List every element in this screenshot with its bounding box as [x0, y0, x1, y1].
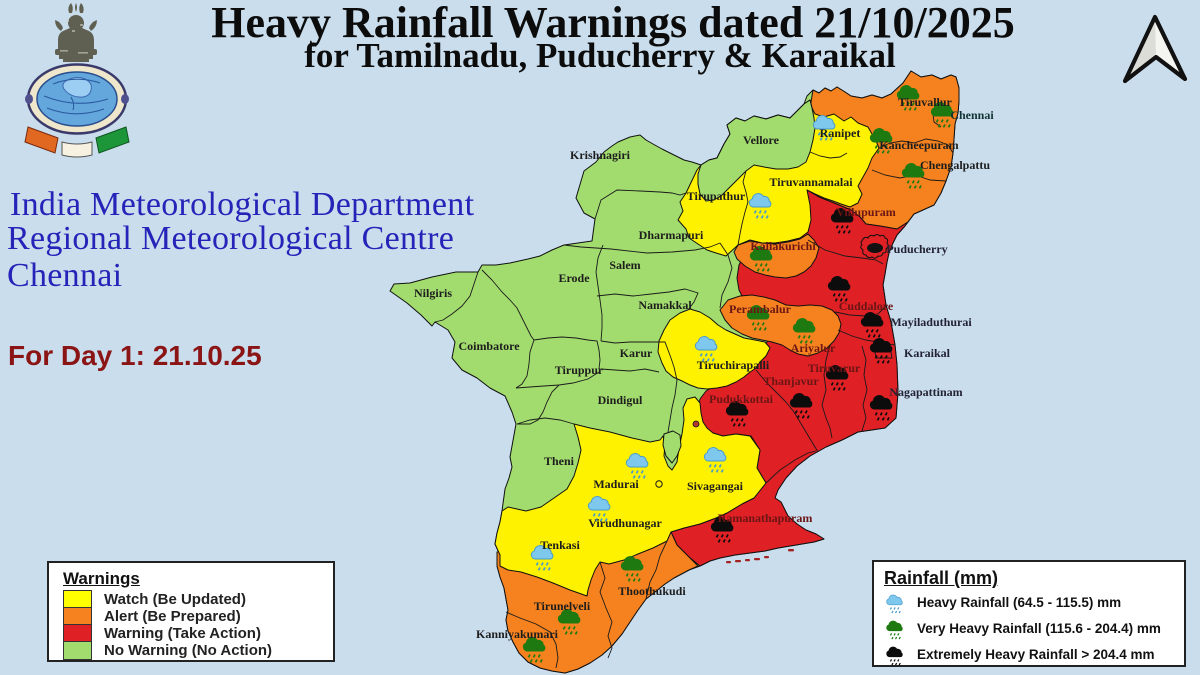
svg-text:Krishnagiri: Krishnagiri	[570, 148, 631, 162]
svg-text:Chengalpattu: Chengalpattu	[920, 158, 990, 172]
svg-text:Villupuram: Villupuram	[836, 205, 896, 219]
svg-text:Namakkal: Namakkal	[638, 298, 692, 312]
svg-text:Tenkasi: Tenkasi	[540, 538, 580, 552]
svg-text:Dindigul: Dindigul	[598, 393, 643, 407]
svg-text:Tiruppur: Tiruppur	[555, 363, 604, 377]
svg-text:Nilgiris: Nilgiris	[414, 286, 452, 300]
svg-text:Kanniyakumari: Kanniyakumari	[476, 627, 559, 641]
svg-text:Tirunelveli: Tirunelveli	[534, 599, 591, 613]
svg-text:Chennai: Chennai	[950, 108, 994, 122]
svg-text:Karur: Karur	[620, 346, 653, 360]
svg-text:Theni: Theni	[544, 454, 575, 468]
svg-text:Thoothukudi: Thoothukudi	[618, 584, 686, 598]
svg-text:Cuddalore: Cuddalore	[839, 299, 894, 313]
svg-text:Karaikal: Karaikal	[904, 346, 951, 360]
svg-text:Perambalur: Perambalur	[729, 302, 792, 316]
svg-text:Vellore: Vellore	[743, 133, 780, 147]
svg-text:Madurai: Madurai	[593, 477, 639, 491]
svg-text:Nagapattinam: Nagapattinam	[889, 385, 962, 399]
svg-text:Sivagangai: Sivagangai	[687, 479, 744, 493]
svg-text:Coimbatore: Coimbatore	[458, 339, 520, 353]
svg-text:Tiruvarur: Tiruvarur	[808, 361, 861, 375]
svg-text:Ranipet: Ranipet	[820, 126, 861, 140]
svg-text:Salem: Salem	[609, 258, 640, 272]
svg-text:Puducherry: Puducherry	[886, 242, 947, 256]
svg-text:Pudukkottai: Pudukkottai	[709, 392, 774, 406]
svg-text:Dharmapuri: Dharmapuri	[639, 228, 704, 242]
svg-text:Virudhunagar: Virudhunagar	[588, 516, 662, 530]
svg-text:Ramanathapuram: Ramanathapuram	[718, 511, 813, 525]
svg-text:Mayiladuthurai: Mayiladuthurai	[890, 315, 972, 329]
svg-text:Tiruvannamalai: Tiruvannamalai	[769, 175, 853, 189]
svg-text:Ariyalur: Ariyalur	[791, 341, 836, 355]
svg-text:Erode: Erode	[558, 271, 590, 285]
svg-text:Tirupathur: Tirupathur	[687, 189, 746, 203]
svg-text:Kancheepuram: Kancheepuram	[879, 138, 958, 152]
svg-text:Tiruvallur: Tiruvallur	[898, 95, 952, 109]
svg-text:Kallakurichi: Kallakurichi	[750, 239, 816, 253]
svg-text:Thanjavur: Thanjavur	[763, 374, 819, 388]
svg-text:Tiruchirapalli: Tiruchirapalli	[697, 358, 770, 372]
